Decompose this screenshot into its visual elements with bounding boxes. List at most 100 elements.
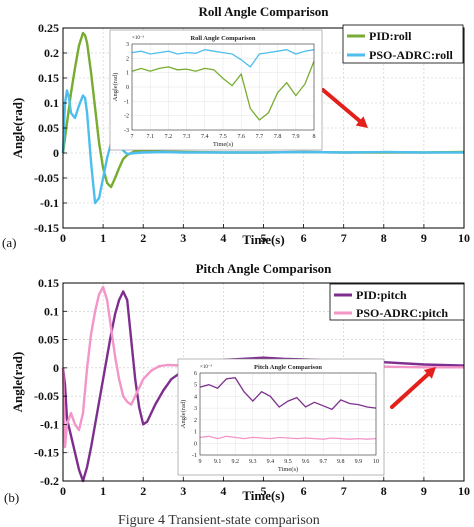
- inset-y-tick-label: 3: [126, 42, 129, 48]
- figure-caption-text: Figure 4 Transient-state comparison: [118, 513, 320, 527]
- inset-x-axis-label: Time(s): [213, 141, 233, 148]
- x-tick-label: 2: [140, 484, 146, 498]
- chart-0: 0 1 2 3 4 5 6 7 8 9 10-0.15-0.1-0.0500.050.10.150.…: [2, 4, 470, 250]
- y-tick-label: -0.15: [34, 221, 59, 235]
- inset-series-line-1: [199, 376, 377, 411]
- y-tick-label: -0.15: [34, 446, 59, 460]
- red-arrow-head: [355, 116, 368, 128]
- inset-x-tick-label: 7.3: [183, 134, 191, 140]
- inset-x-axis-label: Time(s): [278, 466, 298, 473]
- x-tick-label: 7: [341, 231, 347, 245]
- inset-title: Roll Angle Comparison: [190, 35, 255, 42]
- inset-y-axis-label: Angle(rad): [180, 400, 187, 429]
- inset-x-tick-label: 9.8: [337, 459, 345, 465]
- inset-y-tick-label: -2: [124, 114, 129, 120]
- x-tick-label: 1: [100, 231, 106, 245]
- inset-x-tick-label: 9.3: [249, 459, 257, 465]
- x-tick-label: 0: [60, 484, 66, 498]
- x-tick-label: 5: [261, 484, 267, 498]
- inset-title: Pitch Angle Comparison: [254, 364, 322, 371]
- x-tick-label: 10: [458, 484, 470, 498]
- inset-y-tick-label: 0: [126, 85, 129, 91]
- y-tick-label: 0: [53, 361, 59, 375]
- inset-x-tick-label: 7.4: [201, 134, 209, 140]
- x-axis-label: Time(s): [242, 488, 284, 503]
- legend-label: PSO-ADRC:roll: [369, 48, 453, 62]
- chart-title: Roll Angle Comparison: [198, 4, 329, 19]
- inset-x-tick-label: 7.2: [165, 134, 173, 140]
- inset-x-tick-label: 7: [131, 134, 134, 140]
- x-axis-label: Time(s): [242, 232, 284, 247]
- x-tick-label: 2: [140, 231, 146, 245]
- inset-y-tick-label: -3: [124, 128, 129, 134]
- x-tick-label: 4: [220, 484, 226, 498]
- inset-chart: 7 7.1 7.2 7.3 7.4 7.5 7.6 7.7 7.8 7.9 8 -3 -2 -1 0 1 2 3 R…: [109, 29, 323, 151]
- x-tick-label: 8: [381, 231, 387, 245]
- y-axis-label: Angle(rad): [10, 352, 25, 413]
- inset-x-tick-label: 9.6: [302, 459, 310, 465]
- y-tick-label: 0.05: [38, 333, 59, 347]
- inset-y-tick-label: 6: [194, 371, 197, 377]
- x-tick-label: 6: [301, 484, 307, 498]
- inset-y-tick-label: 2: [126, 56, 129, 62]
- inset-series-line-2: [199, 435, 377, 440]
- y-tick-label: 0.25: [38, 21, 59, 35]
- inset-y-tick-label: -1: [192, 453, 197, 459]
- inset-background: [177, 358, 385, 476]
- red-arrow-shaft: [390, 372, 430, 409]
- inset-x-tick-label: 9.9: [355, 459, 363, 465]
- inset-x-tick-label: 7.9: [292, 134, 300, 140]
- x-tick-label: 8: [381, 484, 387, 498]
- inset-exponent-label: ×10⁻³: [200, 364, 212, 370]
- y-tick-label: -0.1: [40, 417, 59, 431]
- x-tick-label: 9: [421, 231, 427, 245]
- x-tick-label: 7: [341, 484, 347, 498]
- chart-1: 0 1 2 3 4 5 6 7 8 9 10-0.2-0.15-0.1-0.0500.050.10.…: [4, 261, 470, 505]
- figure-caption: Figure 4 Transient-state comparison: [118, 507, 378, 527]
- inset-y-tick-label: 3: [194, 406, 197, 412]
- panel-label: (a): [2, 235, 16, 250]
- x-tick-label: 0: [60, 231, 66, 245]
- inset-background: [109, 29, 323, 151]
- inset-series-line-1: [131, 60, 315, 121]
- inset-x-tick-label: 9: [199, 459, 202, 465]
- x-tick-label: 3: [180, 484, 186, 498]
- y-tick-label: 0.15: [38, 276, 59, 290]
- legend-box: [329, 283, 465, 321]
- chart-title: Pitch Angle Comparison: [196, 261, 333, 276]
- inset-series-line-2: [131, 49, 315, 68]
- inset-y-tick-label: 1: [194, 430, 197, 436]
- y-tick-label: 0.15: [38, 71, 59, 85]
- inset-x-tick-label: 7.5: [219, 134, 227, 140]
- red-arrow-head: [423, 367, 436, 379]
- inset-frame: [131, 43, 315, 131]
- y-axis-label: Angle(rad): [10, 98, 25, 159]
- inset-y-tick-label: 1: [126, 71, 129, 77]
- inset-x-tick-label: 7.7: [256, 134, 264, 140]
- inset-x-tick-label: 9.2: [231, 459, 239, 465]
- y-tick-label: 0: [53, 146, 59, 160]
- y-tick-label: 0.1: [44, 304, 59, 318]
- x-tick-label: 5: [261, 231, 267, 245]
- inset-y-axis-label: Angle(rad): [112, 73, 119, 102]
- y-tick-label: 0.05: [38, 121, 59, 135]
- x-tick-label: 4: [220, 231, 226, 245]
- inset-x-tick-label: 9.4: [267, 459, 275, 465]
- inset-exponent-label: ×10⁻³: [132, 35, 144, 41]
- red-arrow-shaft: [321, 88, 362, 123]
- inset-y-tick-label: -1: [124, 99, 129, 105]
- y-tick-label: -0.05: [34, 171, 59, 185]
- legend-label: PID:pitch: [356, 288, 407, 302]
- inset-y-tick-label: 4: [194, 394, 197, 400]
- x-tick-label: 6: [301, 231, 307, 245]
- y-tick-label: -0.1: [40, 196, 59, 210]
- inset-x-tick-label: 7.8: [274, 134, 282, 140]
- inset-frame: [199, 372, 377, 456]
- inset-x-tick-label: 9.1: [214, 459, 222, 465]
- inset-x-tick-label: 8: [313, 134, 316, 140]
- legend-label: PSO-ADRC:pitch: [356, 306, 448, 320]
- y-tick-label: -0.2: [40, 474, 59, 488]
- legend-box: [342, 24, 464, 64]
- inset-x-tick-label: 10: [373, 459, 379, 465]
